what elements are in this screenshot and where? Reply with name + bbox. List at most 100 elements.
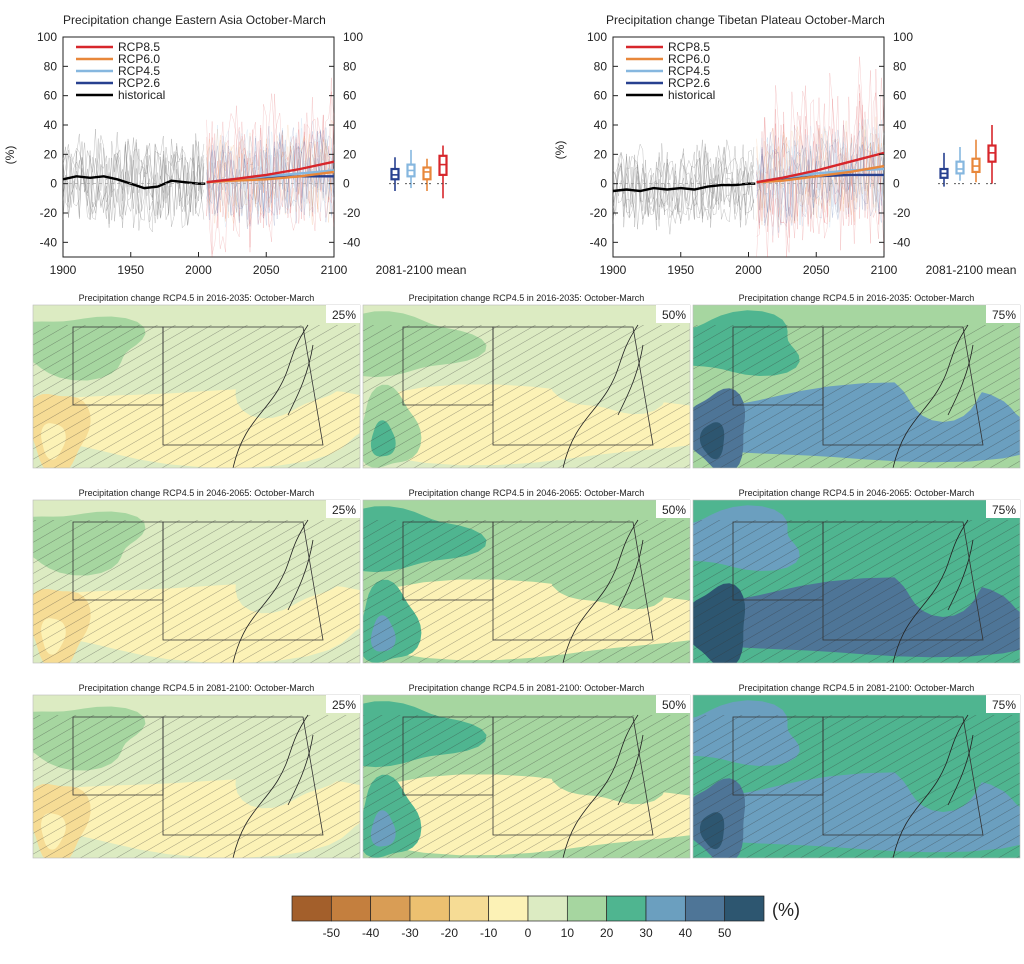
map-title: Precipitation change RCP4.5 in 2046-2065… bbox=[409, 488, 645, 498]
x-tick-label: 1900 bbox=[600, 263, 627, 277]
ensemble-member bbox=[756, 85, 885, 253]
ensemble-member bbox=[756, 132, 885, 219]
map-hatching bbox=[363, 325, 690, 468]
box-body bbox=[955, 160, 965, 175]
coastline bbox=[232, 714, 314, 858]
legend-label: historical bbox=[668, 88, 715, 102]
map-field bbox=[693, 500, 1020, 663]
percentile-bg bbox=[656, 500, 690, 518]
y-tick-label: -40 bbox=[893, 235, 911, 249]
ensemble-member bbox=[756, 77, 885, 258]
map-panel: Precipitation change RCP4.5 in 2046-2065… bbox=[32, 488, 361, 664]
ensemble-member bbox=[206, 77, 335, 253]
ensemble-member bbox=[206, 93, 335, 258]
legend-label: RCP6.0 bbox=[668, 52, 710, 66]
y-tick-label: 100 bbox=[37, 30, 57, 44]
ensemble-member bbox=[206, 129, 335, 228]
ensemble-member bbox=[756, 119, 885, 226]
percentile-label: 75% bbox=[992, 698, 1016, 712]
y-tick-label: 20 bbox=[893, 147, 907, 161]
map-grid: Precipitation change RCP4.5 in 2016-2035… bbox=[32, 293, 1021, 859]
colorbar-tick-label: 30 bbox=[639, 926, 653, 940]
ensemble-member bbox=[612, 139, 755, 228]
map-frame bbox=[32, 694, 361, 859]
colorbar-tick-label: 10 bbox=[561, 926, 575, 940]
ensemble-member bbox=[206, 135, 335, 228]
map-hatching bbox=[693, 325, 1020, 468]
region-box bbox=[822, 326, 984, 446]
series-line bbox=[206, 160, 335, 184]
map-frame bbox=[362, 499, 691, 664]
map-panel: Precipitation change RCP4.5 in 2081-2100… bbox=[32, 683, 361, 859]
y-tick-label: 80 bbox=[893, 59, 907, 73]
ensemble-member bbox=[756, 126, 885, 228]
y-tick-label: 20 bbox=[44, 147, 58, 161]
percentile-label: 50% bbox=[662, 503, 686, 517]
y-tick-label: 20 bbox=[343, 147, 357, 161]
ensemble-member bbox=[62, 138, 205, 228]
percentile-label: 75% bbox=[992, 308, 1016, 322]
ensemble-member bbox=[756, 130, 885, 226]
ensemble-member bbox=[206, 133, 335, 218]
map-frame bbox=[692, 499, 1021, 664]
map-title: Precipitation change RCP4.5 in 2046-2065… bbox=[79, 488, 315, 498]
series-line bbox=[612, 182, 756, 193]
boxplot-layer bbox=[389, 145, 449, 199]
y-tick-label: -40 bbox=[40, 235, 58, 249]
y-tick-label: 40 bbox=[44, 118, 58, 132]
legend-bg bbox=[621, 53, 733, 65]
map-field bbox=[693, 305, 1020, 468]
y-tick-label: 80 bbox=[44, 59, 58, 73]
x-tick-label: 2050 bbox=[253, 263, 280, 277]
boxplot-layer bbox=[938, 125, 998, 187]
map-title: Precipitation change RCP4.5 in 2016-2035… bbox=[409, 293, 645, 303]
legend-label: RCP8.5 bbox=[668, 40, 710, 54]
legend-label: RCP2.6 bbox=[668, 76, 710, 90]
colorbar-tick-label: -10 bbox=[480, 926, 498, 940]
ensemble-member bbox=[612, 144, 755, 235]
y-tick-label: 40 bbox=[893, 118, 907, 132]
colorbar-tick-label: 40 bbox=[679, 926, 693, 940]
coastline bbox=[562, 324, 644, 468]
colorbar-tick-label: -30 bbox=[401, 926, 419, 940]
ensemble-member bbox=[206, 131, 335, 220]
y-tick-label: 0 bbox=[893, 177, 900, 191]
map-field bbox=[363, 500, 690, 663]
coastline bbox=[892, 714, 974, 858]
ensemble-member bbox=[62, 141, 205, 231]
ensemble-member bbox=[612, 156, 755, 224]
region-box bbox=[162, 326, 324, 446]
x-tick-label: 1950 bbox=[667, 263, 694, 277]
ensemble-member bbox=[612, 139, 755, 230]
chart-title: Precipitation change Eastern Asia Octobe… bbox=[63, 13, 326, 27]
colorbar-bin bbox=[684, 895, 726, 922]
region-box bbox=[492, 326, 654, 446]
coastline bbox=[892, 324, 974, 468]
map-field bbox=[363, 695, 690, 858]
map-title: Precipitation change RCP4.5 in 2081-2100… bbox=[739, 683, 975, 693]
ensemble-member bbox=[206, 137, 335, 225]
colorbar-unit: (%) bbox=[772, 900, 800, 920]
ensemble-member bbox=[206, 91, 335, 255]
ensemble-member bbox=[206, 129, 335, 229]
legend-label: RCP4.5 bbox=[118, 64, 160, 78]
legend-label: RCP4.5 bbox=[668, 64, 710, 78]
colorbar-bin bbox=[566, 895, 608, 922]
region-box bbox=[492, 716, 654, 836]
map-panel: Precipitation change RCP4.5 in 2046-2065… bbox=[362, 488, 691, 664]
boxplot-label: 2081-2100 mean bbox=[376, 263, 467, 277]
percentile-label: 75% bbox=[992, 503, 1016, 517]
ensemble-member bbox=[206, 118, 335, 228]
percentile-bg bbox=[656, 305, 690, 323]
map-field bbox=[33, 695, 360, 858]
colorbar-tick-label: 50 bbox=[718, 926, 732, 940]
series-layer bbox=[612, 56, 885, 258]
map-hatching bbox=[33, 520, 360, 663]
y-tick-label: 100 bbox=[343, 30, 363, 44]
percentile-bg bbox=[326, 305, 360, 323]
x-tick-label: 2100 bbox=[871, 263, 898, 277]
percentile-bg bbox=[656, 695, 690, 713]
